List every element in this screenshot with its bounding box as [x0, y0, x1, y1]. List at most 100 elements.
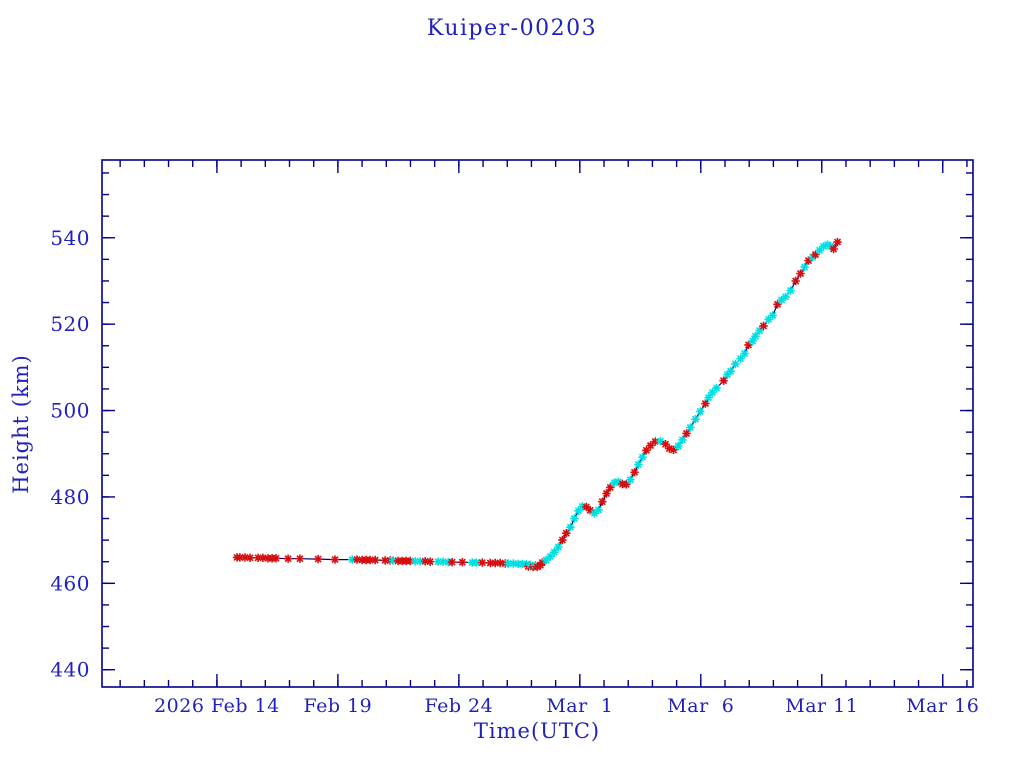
height-series-line: [237, 241, 839, 568]
data-point-marker-cyan: [416, 557, 425, 566]
data-point-marker-cyan: [509, 559, 518, 568]
data-point-marker-cyan: [626, 475, 635, 484]
data-point-marker-red: [283, 554, 293, 563]
data-point-marker-cyan: [723, 370, 732, 379]
data-point-marker-cyan: [410, 557, 420, 566]
data-point-marker-red: [313, 554, 323, 564]
data-point-marker-cyan: [594, 505, 603, 515]
data-point-marker-red: [701, 399, 710, 408]
data-point-marker-cyan: [781, 292, 790, 302]
data-point-marker-cyan: [542, 555, 551, 565]
data-point-marker-red: [533, 562, 542, 572]
data-point-marker-cyan: [731, 359, 740, 369]
data-point-marker-red: [271, 554, 281, 563]
data-point-marker-red: [235, 553, 245, 562]
data-point-marker-red: [744, 340, 753, 350]
x-tick-label: 2026 Feb 14: [154, 695, 280, 717]
data-point-marker-red: [811, 250, 820, 259]
data-point-marker-cyan: [823, 240, 832, 249]
data-point-marker-cyan: [550, 548, 559, 557]
data-point-marker-red: [447, 558, 457, 567]
data-point-marker-red: [602, 489, 611, 498]
data-point-marker-cyan: [786, 286, 795, 295]
data-point-marker-red: [646, 441, 655, 450]
y-tick-label: 540: [50, 226, 90, 250]
data-point-marker-cyan: [554, 542, 563, 552]
data-point-marker-red: [759, 321, 768, 331]
data-point-marker-cyan: [388, 556, 398, 565]
data-point-marker-red: [669, 445, 678, 455]
data-point-marker-cyan: [736, 354, 745, 363]
y-tick-label: 440: [50, 658, 90, 682]
data-point-marker-cyan: [610, 478, 619, 487]
data-point-marker-red: [598, 497, 607, 506]
data-point-marker-red: [791, 276, 800, 286]
data-point-marker-red: [586, 506, 595, 515]
data-point-marker-red: [491, 558, 500, 568]
data-point-marker-cyan: [696, 407, 705, 416]
data-point-marker-red: [630, 468, 639, 477]
data-point-marker-red: [719, 376, 728, 385]
data-point-marker-cyan: [726, 367, 735, 376]
data-point-marker-cyan: [513, 559, 523, 569]
data-point-marker-red: [253, 553, 263, 562]
data-point-marker-red: [496, 558, 505, 568]
data-point-marker-red: [538, 558, 547, 567]
data-point-marker-cyan: [777, 295, 786, 305]
x-tick-label: Feb 19: [304, 695, 373, 717]
data-point-marker-cyan: [433, 557, 443, 566]
x-axis-title: Time(UTC): [473, 719, 601, 743]
data-point-marker-cyan: [566, 523, 575, 532]
data-point-marker-cyan: [504, 559, 513, 568]
data-point-marker-cyan: [691, 415, 700, 424]
x-tick-label: Mar 16: [906, 695, 979, 717]
data-point-marker-red: [562, 529, 571, 538]
data-point-marker-red: [486, 558, 495, 568]
data-point-marker-cyan: [590, 509, 599, 518]
data-point-marker-red: [661, 440, 670, 449]
data-point-marker-red: [622, 480, 631, 489]
plot-frame: [101, 159, 974, 688]
data-point-marker-cyan: [815, 246, 824, 255]
data-point-marker-red: [773, 300, 782, 309]
data-point-marker-cyan: [686, 423, 695, 432]
data-point-marker-red: [833, 237, 842, 247]
data-point-marker-cyan: [764, 315, 773, 324]
data-point-marker-red: [606, 483, 615, 492]
x-tick-label: Mar 1: [546, 695, 613, 717]
data-point-marker-cyan: [826, 241, 835, 251]
x-tick-label: Feb 24: [424, 695, 493, 717]
data-point-marker-cyan: [712, 383, 721, 393]
data-point-marker-cyan: [708, 388, 717, 397]
data-point-marker-red: [330, 555, 340, 564]
data-point-marker-cyan: [748, 336, 757, 346]
data-point-marker-cyan: [574, 506, 583, 515]
data-point-marker-red: [582, 502, 591, 512]
data-point-marker-red: [425, 557, 435, 566]
data-point-marker-red: [642, 446, 651, 455]
data-point-marker-red: [651, 437, 660, 446]
data-point-marker-cyan: [570, 514, 579, 523]
data-point-marker-cyan: [348, 555, 357, 564]
data-point-marker-cyan: [800, 262, 809, 272]
data-point-marker-red: [258, 553, 268, 562]
data-point-marker-red: [682, 429, 691, 438]
data-point-marker-cyan: [755, 326, 764, 335]
y-axis-title: Height (km): [9, 354, 33, 494]
data-point-marker-cyan: [638, 453, 647, 462]
x-tick-label: Mar 6: [667, 695, 734, 717]
y-tick-label: 500: [50, 399, 90, 423]
data-point-marker-red: [245, 553, 255, 562]
data-point-marker-red: [804, 256, 813, 265]
x-tick-label: Mar 11: [785, 695, 858, 717]
data-point-marker-red: [371, 555, 380, 565]
data-point-marker-cyan: [678, 435, 687, 445]
data-point-marker-cyan: [546, 552, 555, 561]
data-point-marker-red: [665, 444, 674, 453]
data-point-marker-red: [380, 556, 390, 565]
chart-title: Kuiper-00203: [426, 16, 598, 41]
data-point-marker-cyan: [438, 557, 448, 566]
data-point-marker-cyan: [634, 460, 643, 469]
